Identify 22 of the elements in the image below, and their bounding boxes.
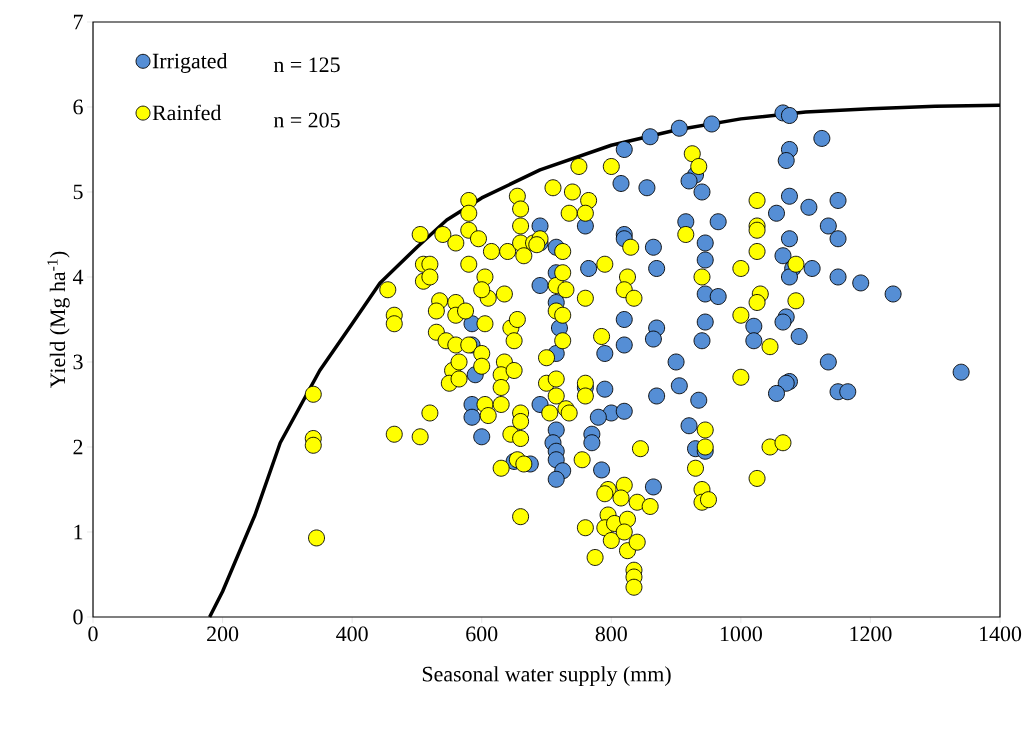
x-tick-label: 1400 (980, 626, 1022, 642)
x-tick-label: 600 (466, 626, 498, 642)
x-tick-label: 400 (336, 626, 368, 642)
legend-label: Irrigated (152, 52, 228, 73)
y-tick-label: 3 (73, 354, 83, 370)
x-axis-title: Seasonal water supply (mm) (422, 666, 671, 687)
y-tick-label: 1 (74, 524, 83, 540)
y-tick-label: 0 (73, 609, 83, 625)
x-tick-label: 1200 (850, 626, 892, 642)
x-tick-label: 1000 (720, 626, 762, 642)
annotation: n = 125 (273, 57, 340, 73)
x-tick-label: 200 (207, 626, 239, 642)
legend-label: Rainfed (152, 104, 222, 121)
y-axis-title: Yield (Mg ha$^{-1}$) (47, 251, 70, 388)
x-tick-label: 0 (88, 626, 98, 642)
y-tick-label: 6 (73, 99, 83, 115)
annotation: n = 205 (273, 112, 340, 128)
y-tick-label: 2 (73, 439, 83, 455)
y-tick-label: 4 (72, 269, 84, 285)
y-tick-label: 5 (73, 184, 83, 200)
y-tick-label: 7 (73, 14, 83, 30)
x-tick-label: 800 (595, 626, 627, 642)
